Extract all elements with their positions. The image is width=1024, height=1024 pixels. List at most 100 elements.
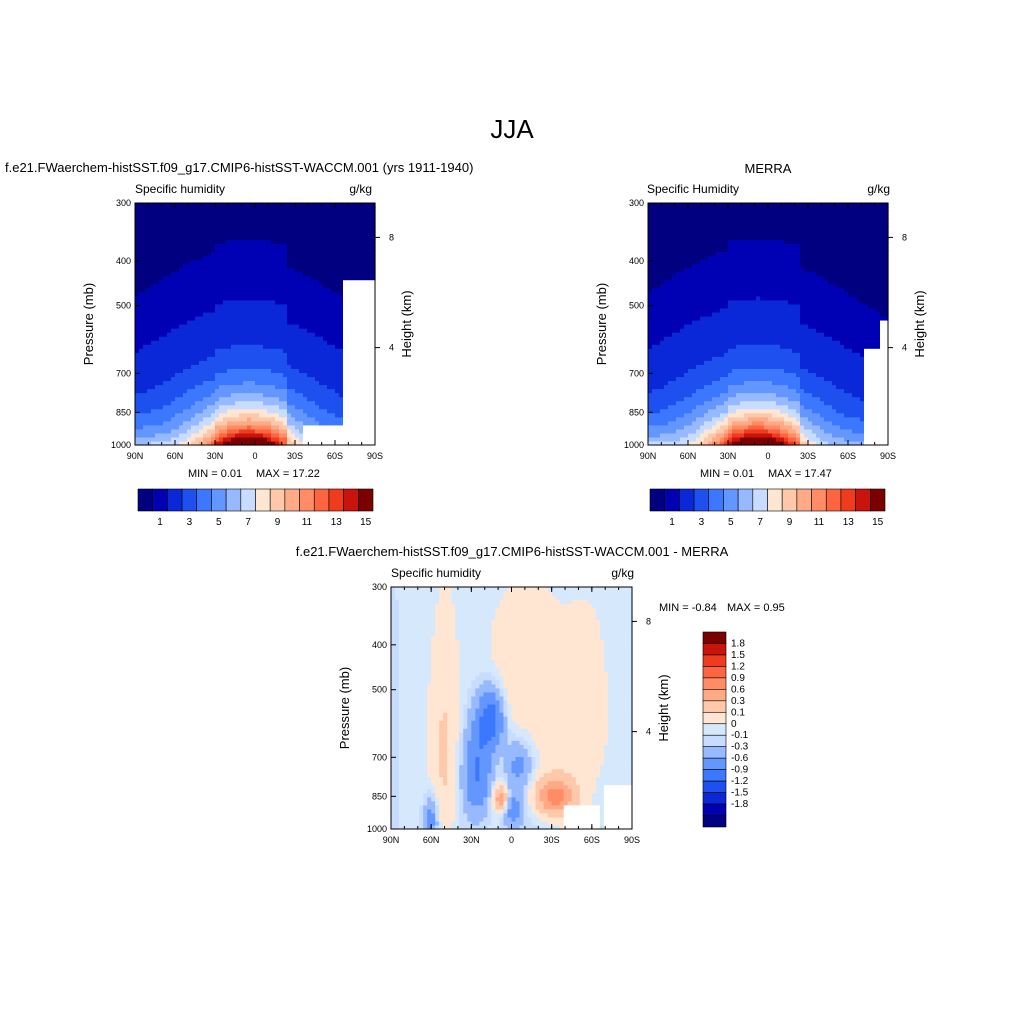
field-cell (183, 207, 188, 212)
field-cell (724, 311, 729, 317)
field-cell (664, 211, 669, 216)
field-cell (323, 211, 328, 216)
field-cell (351, 283, 356, 289)
field-cell (327, 388, 332, 394)
field-cell (708, 404, 713, 410)
field-cell (167, 299, 172, 305)
field-cell (359, 380, 364, 386)
field-cell (263, 291, 268, 297)
field-cell (327, 203, 332, 208)
field-cell (151, 219, 156, 224)
field-cell (704, 440, 709, 446)
field-cell (299, 223, 304, 228)
field-cell (728, 440, 733, 446)
field-cell (311, 324, 316, 329)
field-cell (263, 259, 268, 265)
field-cell (700, 416, 705, 422)
field-cell (720, 279, 725, 285)
field-cell (315, 227, 320, 232)
field-cell (287, 404, 292, 410)
field-cell (271, 328, 276, 333)
field-cell (347, 336, 352, 341)
field-cell (359, 215, 364, 220)
field-cell (696, 324, 701, 329)
field-cell (247, 424, 252, 430)
field-cell (720, 368, 725, 373)
field-cell (708, 360, 713, 365)
field-cell (327, 283, 332, 289)
field-cell (211, 315, 216, 321)
field-cell (688, 263, 693, 269)
field-cell (151, 299, 156, 305)
field-cell (367, 404, 372, 410)
field-cell (223, 408, 228, 414)
field-cell (171, 336, 176, 341)
field-cell (183, 267, 188, 273)
field-cell (371, 424, 376, 430)
field-cell (163, 372, 168, 378)
field-cell (179, 352, 184, 357)
field-cell (175, 380, 180, 386)
field-cell (155, 440, 160, 446)
field-cell (319, 231, 324, 236)
field-cell (716, 396, 721, 402)
field-cell (231, 295, 236, 301)
field-cell (263, 319, 268, 325)
field-cell (187, 227, 192, 232)
field-cell (251, 388, 256, 394)
field-cell (720, 384, 725, 390)
field-cell (227, 416, 232, 422)
field-cell (263, 400, 268, 406)
field-cell (704, 231, 709, 236)
field-cell (187, 239, 192, 244)
field-cell (187, 255, 192, 261)
field-cell (660, 255, 665, 261)
field-cell (183, 215, 188, 220)
field-cell (359, 368, 364, 373)
field-cell (327, 211, 332, 216)
field-cell (335, 227, 340, 232)
field-cell (187, 235, 192, 240)
field-cell (175, 428, 180, 434)
field-cell (239, 360, 244, 365)
field-cell (692, 328, 697, 333)
field-cell (243, 360, 248, 365)
field-cell (155, 211, 160, 216)
field-cell (323, 203, 328, 208)
field-cell (247, 428, 252, 434)
field-cell (676, 348, 681, 353)
field-cell (688, 283, 693, 289)
field-cell (207, 336, 212, 341)
field-cell (259, 416, 264, 422)
field-cell (243, 239, 248, 244)
field-cell (700, 203, 705, 208)
field-cell (688, 364, 693, 369)
field-cell (135, 352, 140, 357)
field-cell (339, 203, 344, 208)
field-cell (688, 279, 693, 285)
field-cell (271, 380, 276, 386)
field-cell (167, 255, 172, 261)
field-cell (295, 324, 300, 329)
field-cell (211, 328, 216, 333)
field-cell (171, 392, 176, 398)
field-cell (167, 336, 172, 341)
field-cell (704, 384, 709, 390)
field-cell (263, 275, 268, 281)
field-cell (163, 295, 168, 301)
field-cell (676, 295, 681, 301)
field-cell (351, 436, 356, 442)
field-cell (704, 364, 709, 369)
field-cell (668, 295, 673, 301)
field-cell (700, 368, 705, 373)
field-cell (183, 392, 188, 398)
field-cell (355, 251, 360, 257)
field-cell (163, 408, 168, 414)
field-cell (660, 263, 665, 269)
field-cell (215, 412, 220, 418)
field-cell (696, 436, 701, 442)
field-cell (227, 328, 232, 333)
field-cell (299, 420, 304, 426)
field-cell (700, 380, 705, 386)
field-cell (271, 404, 276, 410)
